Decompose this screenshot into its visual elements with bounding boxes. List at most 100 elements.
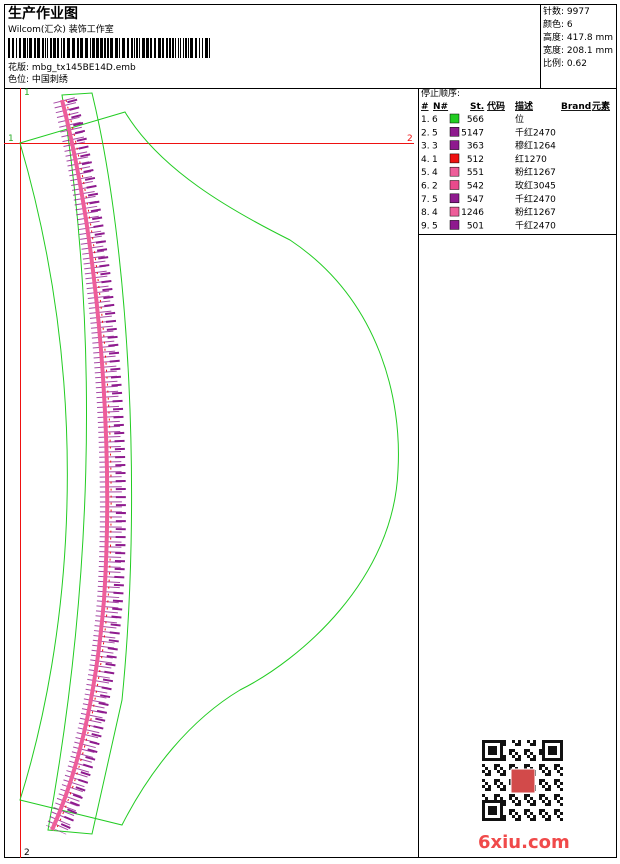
- qr-cell: [545, 758, 548, 761]
- color-swatch: [449, 180, 460, 190]
- qr-cell: [515, 797, 518, 800]
- qr-cell: [557, 779, 560, 782]
- qr-cell: [560, 773, 563, 776]
- qr-cell: [554, 752, 557, 755]
- qr-cell: [491, 809, 494, 812]
- outline: [19, 111, 399, 826]
- qr-cell: [542, 785, 545, 788]
- qr-cell: [542, 779, 545, 782]
- qr-cell: [542, 764, 545, 767]
- bar: [205, 38, 208, 58]
- qr-cell: [482, 764, 485, 767]
- qr-cell: [518, 755, 521, 758]
- bar: [53, 38, 56, 58]
- bar: [115, 38, 118, 58]
- bar: [8, 38, 10, 58]
- bar: [42, 38, 44, 58]
- bar: [72, 38, 75, 58]
- qr-cell: [560, 818, 563, 821]
- qr-cell: [482, 770, 485, 773]
- qr-cell: [491, 800, 494, 803]
- qr-cell: [548, 749, 551, 752]
- qr-cell: [542, 815, 545, 818]
- marker: 1: [24, 88, 30, 98]
- qr-cell: [539, 779, 542, 782]
- qr-cell: [560, 782, 563, 785]
- qr-cell: [503, 740, 506, 743]
- bar: [190, 38, 193, 58]
- color-swatch: [449, 127, 460, 137]
- qr-cell: [542, 743, 545, 746]
- qr-cell: [554, 797, 557, 800]
- description: 玫红3045: [515, 180, 556, 192]
- qr-cell: [485, 773, 488, 776]
- qr-cell: [530, 812, 533, 815]
- row-index: 6.: [421, 182, 430, 192]
- qr-cell: [488, 818, 491, 821]
- qr-cell: [488, 749, 491, 752]
- qr-cell: [500, 788, 503, 791]
- qr-cell: [539, 764, 542, 767]
- qr-cell: [542, 770, 545, 773]
- qr-cell: [509, 812, 512, 815]
- qr-cell: [509, 797, 512, 800]
- qr-cell: [539, 812, 542, 815]
- qr-cell: [533, 815, 536, 818]
- qr-cell: [557, 764, 560, 767]
- qr-cell: [494, 800, 497, 803]
- qr-cell: [515, 812, 518, 815]
- qr-cell: [485, 800, 488, 803]
- qr-cell: [491, 746, 494, 749]
- qr-cell: [512, 755, 515, 758]
- bar: [122, 38, 125, 58]
- qr-cell: [497, 800, 500, 803]
- qr-cell: [530, 797, 533, 800]
- qr-cell: [482, 812, 485, 815]
- bar: [92, 38, 95, 58]
- qr-cell: [527, 764, 530, 767]
- qr-cell: [512, 740, 515, 743]
- qr-cell: [503, 800, 506, 803]
- qr-cell: [494, 752, 497, 755]
- qr-cell: [482, 740, 485, 743]
- barcode: [8, 38, 210, 58]
- qr-cell: [557, 770, 560, 773]
- needle: 1: [432, 155, 438, 165]
- description: 红1270: [515, 153, 547, 165]
- bar: [61, 38, 62, 58]
- qr-cell: [554, 740, 557, 743]
- bar: [37, 38, 40, 58]
- row-index: 5.: [421, 168, 430, 178]
- qr-cell: [548, 770, 551, 773]
- qr-cell: [488, 752, 491, 755]
- qr-cell: [482, 809, 485, 812]
- qr-cell: [512, 749, 515, 752]
- bar: [136, 38, 138, 58]
- watermark: 6xiu.com: [478, 832, 570, 853]
- qr-cell: [551, 758, 554, 761]
- qr-cell: [491, 812, 494, 815]
- qr-cell: [482, 758, 485, 761]
- row-index: 4.: [421, 155, 430, 165]
- qr-cell: [500, 815, 503, 818]
- qr-cell: [494, 782, 497, 785]
- qr-cell: [494, 758, 497, 761]
- qr-cell: [497, 758, 500, 761]
- bar: [146, 38, 149, 58]
- bar: [154, 38, 156, 58]
- title: 生产作业图: [8, 5, 78, 22]
- qr-cell: [560, 749, 563, 752]
- qr-cell: [557, 800, 560, 803]
- bar: [158, 38, 161, 58]
- row-index: 3.: [421, 142, 430, 152]
- bar: [172, 38, 174, 58]
- stitches: 501: [467, 221, 484, 231]
- qr-cell: [554, 794, 557, 797]
- qr-cell: [527, 794, 530, 797]
- qr-cell: [497, 785, 500, 788]
- qr-cell: [482, 785, 485, 788]
- qr-cell: [503, 815, 506, 818]
- qr-cell: [488, 806, 491, 809]
- needle: 5: [432, 128, 438, 138]
- needle: 3: [432, 142, 438, 152]
